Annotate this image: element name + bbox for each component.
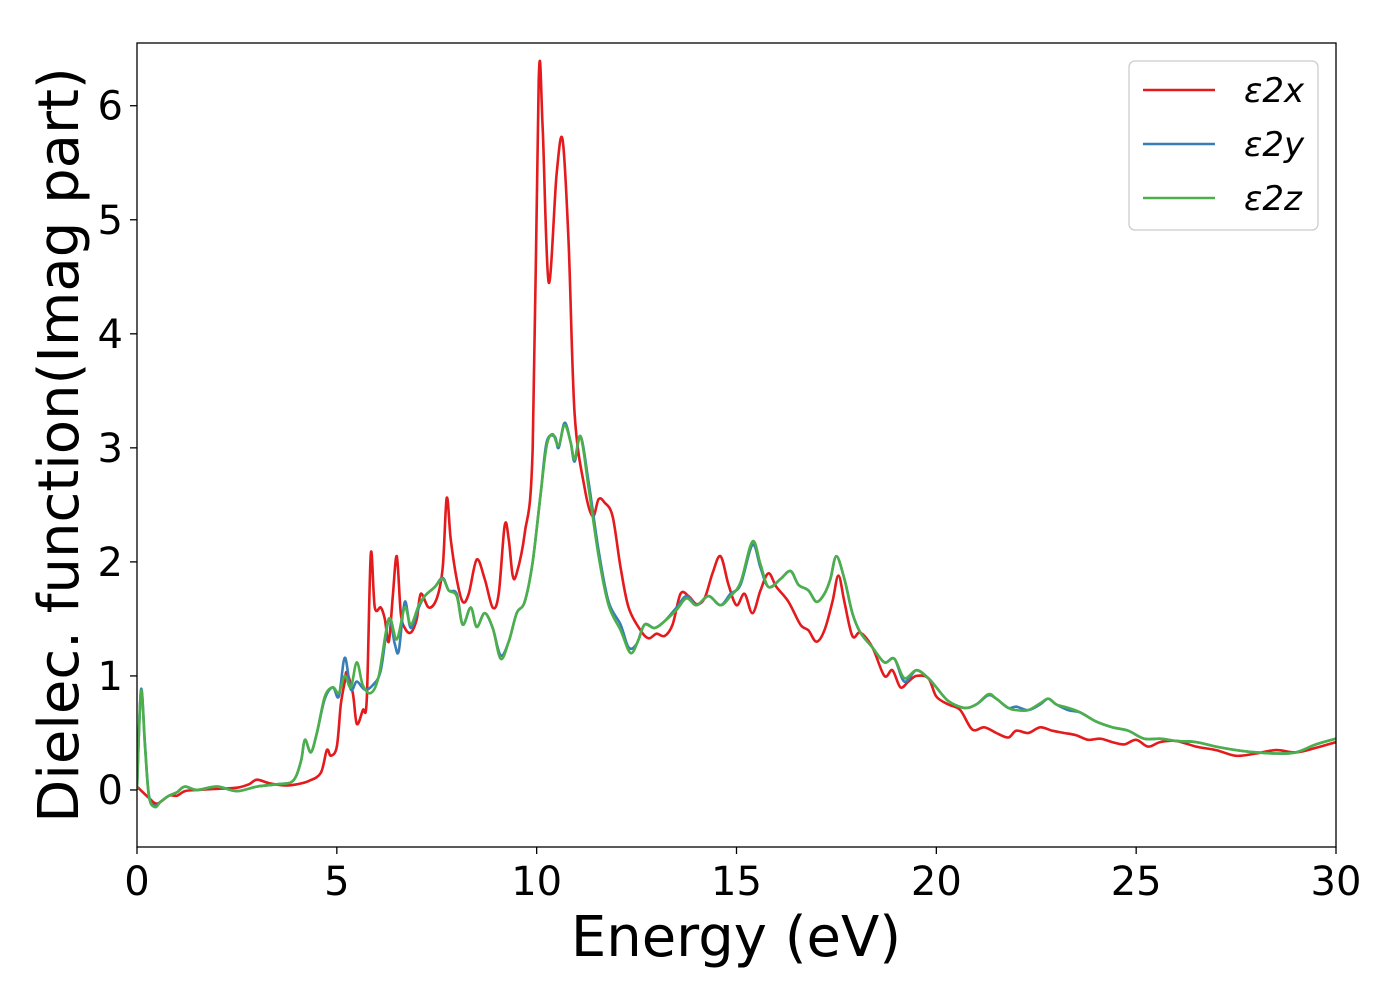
y-tick-label: 5: [98, 198, 123, 244]
x-tick-label: 5: [324, 859, 349, 905]
y-axis-title: Dielec. function(Imag part): [27, 67, 92, 823]
y-tick-label: 4: [98, 312, 123, 358]
x-tick-label: 20: [911, 859, 962, 905]
legend: ε2x ε2y ε2z: [1128, 60, 1319, 231]
y-tick-label: 6: [98, 84, 123, 130]
x-tick-label: 15: [711, 859, 762, 905]
y-tick-label: 0: [98, 768, 123, 814]
x-tick-label: 0: [124, 859, 149, 905]
series-line: [137, 423, 1336, 809]
x-tick-label: 10: [511, 859, 562, 905]
legend-label: ε2x: [1244, 71, 1305, 111]
legend-box: [1128, 60, 1319, 231]
x-axis-title: Energy (eV): [571, 905, 901, 970]
legend-label: ε2y: [1244, 125, 1305, 165]
x-tick-label: 25: [1111, 859, 1162, 905]
x-tick-label: 30: [1311, 859, 1362, 905]
y-tick-label: 1: [98, 654, 123, 700]
y-tick-label: 2: [98, 540, 123, 586]
legend-label: ε2z: [1244, 179, 1303, 219]
series-layer: [137, 59, 1336, 809]
y-tick-label: 3: [98, 426, 123, 472]
y-axis-ticks: 0 1 2 3 4 5 6: [98, 84, 137, 814]
x-axis-ticks: 0 5 10 15 20 25 30: [124, 847, 1361, 905]
